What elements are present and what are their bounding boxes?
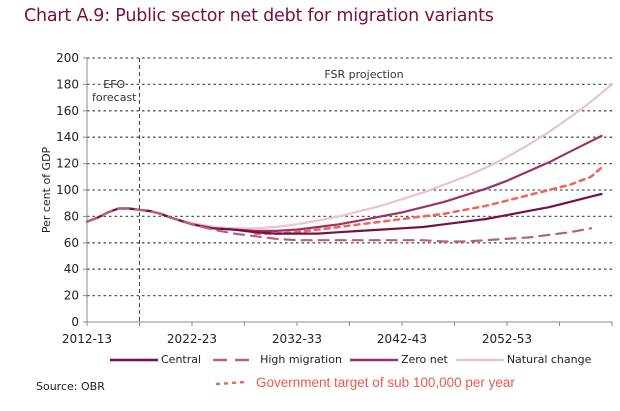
- x-tick-label: 2042-43: [377, 332, 427, 346]
- source-note: Source: OBR: [36, 380, 105, 393]
- series-line-natural-change: [85, 83, 614, 230]
- y-tick-label: 0: [71, 315, 79, 329]
- y-tick-labels: 0 20 40 60 80 100 120 140 160 180 200: [56, 51, 79, 329]
- legend-label-central: Central: [161, 353, 202, 366]
- efo-label-line2: forecast: [92, 91, 137, 104]
- efo-label-line1: EFO: [103, 78, 125, 91]
- x-tick-label: 2052-53: [482, 332, 532, 346]
- legend-swatch-gov-target: [215, 380, 246, 385]
- legend-line-gov-target: [215, 380, 246, 385]
- y-tick-label: 60: [64, 236, 79, 250]
- legend-item-high-migration: High migration: [209, 353, 342, 366]
- y-tick-label: 180: [56, 77, 79, 91]
- y-tick-label: 80: [64, 209, 79, 223]
- gridlines: [87, 57, 612, 297]
- series-line-high-migration: [85, 207, 593, 243]
- legend-label-high-migration: High migration: [260, 353, 342, 366]
- legend: Central High migration Zero net Natural …: [110, 353, 599, 366]
- series-lines: [85, 83, 614, 243]
- y-tick-label: 100: [56, 183, 79, 197]
- y-tick-label: 160: [56, 104, 79, 118]
- legend-item-zero-net: Zero net: [349, 353, 448, 366]
- legend-item-gov-target: Government target of sub 100,000 per yea…: [214, 375, 515, 390]
- y-tick-label: 40: [64, 262, 79, 276]
- series-line-central: [85, 192, 603, 235]
- y-tick-label: 120: [56, 157, 79, 171]
- y-tick-label: 20: [64, 289, 79, 303]
- y-tick-label: 200: [56, 51, 79, 65]
- x-tick-label: 2012-13: [62, 332, 112, 346]
- legend-swatch-zero-net: [349, 358, 398, 361]
- legend-swatch-natural-change: [455, 358, 504, 361]
- legend-swatch-central: [110, 358, 158, 361]
- legend-label-natural-change: Natural change: [506, 353, 592, 366]
- y-tick-label: 140: [56, 130, 79, 144]
- x-tick-labels: 2012-13 2022-23 2032-33 2042-43 2052-53: [62, 332, 532, 346]
- legend-item-natural-change: Natural change: [455, 353, 592, 366]
- x-tick-label: 2032-33: [272, 332, 322, 346]
- legend-swatch-high-migration: [213, 358, 258, 361]
- y-axis-title: Per cent of GDP: [40, 146, 53, 233]
- series-line-gov-target: [253, 166, 603, 235]
- chart-title: Chart A.9: Public sector net debt for mi…: [24, 6, 494, 26]
- legend-label-gov-target: Government target of sub 100,000 per yea…: [256, 375, 515, 390]
- legend-item-central: Central: [110, 353, 201, 366]
- axes: [83, 57, 613, 326]
- legend-label-zero-net: Zero net: [400, 353, 448, 366]
- x-tick-label: 2022-23: [167, 332, 217, 346]
- fsr-projection-label: FSR projection: [324, 68, 403, 81]
